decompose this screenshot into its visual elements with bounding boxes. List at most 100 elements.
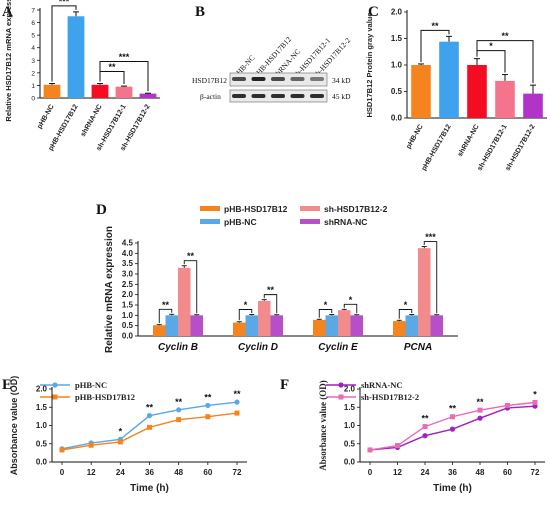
significance-bracket [183, 260, 198, 314]
legend-label: pHB-HSD17B12 [224, 204, 288, 214]
x-tick-label: 12 [393, 468, 402, 477]
significance-label: * [119, 426, 123, 436]
x-tick-label: sh-HSD17B12-2 [505, 123, 537, 172]
y-tick-label: 0.0 [391, 114, 403, 123]
x-tick-label: 36 [145, 468, 154, 477]
x-tick-label: 60 [503, 468, 512, 477]
x-tick-label: 0 [60, 468, 65, 477]
significance-bracket [423, 241, 438, 314]
y-tick-label: 2.0 [122, 290, 134, 299]
y-tick-label: 0.0 [36, 458, 48, 467]
y-tick-label: 3.0 [122, 270, 134, 279]
y-tick-label: 2.5 [122, 280, 134, 289]
y-tick-label: 3.5 [122, 259, 134, 268]
legend-label: pHB-NC [224, 217, 257, 227]
data-point [477, 415, 483, 421]
x-tick-label: 12 [87, 468, 96, 477]
data-point [117, 439, 123, 445]
blot-band [232, 77, 246, 81]
blot-row-label-hsd17b12: HSD17B12 [192, 76, 227, 85]
x-tick-label: 72 [531, 468, 540, 477]
data-point [422, 424, 428, 430]
x-tick-label: 48 [174, 468, 183, 477]
blot-size-actin: 45 kD [332, 92, 351, 101]
y-tick-label: 2 [31, 70, 35, 77]
x-tick-label: shRNA-NC [457, 124, 481, 158]
significance-bracket [420, 29, 450, 62]
bar [153, 325, 166, 336]
y-tick-label: 1.5 [122, 301, 134, 310]
chart-d: 0.0 0.51.01.5 2.02.53.0 3.54.04.5 Cyclin B Cy… [104, 226, 458, 353]
y-tick-label: 4.5 [122, 239, 134, 248]
significance-bracket [158, 308, 173, 324]
data-point [234, 410, 240, 416]
blot-band [271, 94, 285, 98]
data-point [450, 414, 455, 420]
data-point [88, 442, 94, 448]
significance-bracket [476, 40, 534, 84]
y-tick-label: 1.5 [391, 34, 403, 43]
blot-band [232, 94, 246, 98]
x-tick-label: 72 [233, 468, 242, 477]
significance-bracket [99, 61, 149, 92]
legend-label: shRNA-NC [361, 380, 403, 390]
data-point [449, 426, 456, 432]
significance-label: * [404, 300, 408, 310]
significance-bracket [99, 71, 125, 85]
significance-bracket [51, 5, 77, 82]
y-tick-label: 1.0 [36, 421, 48, 430]
legend-label: shRNA-NC [324, 217, 367, 227]
significance-label: ** [431, 21, 439, 31]
chart-f: 0.0 0.5 1.0 1.5 2.0 0 12 24 36 48 60 72 Time (h) Abso… [318, 380, 545, 494]
data-point [505, 402, 510, 408]
bar [165, 315, 178, 336]
legend-label: sh-HSD17B12-2 [361, 392, 419, 402]
bar [467, 65, 487, 118]
y-tick-label: 0 [31, 96, 35, 103]
x-tick-label: 36 [448, 468, 457, 477]
x-tick-label: Cyclin D [238, 342, 278, 353]
legend-marker [52, 394, 58, 400]
significance-label: *** [425, 232, 436, 242]
data-point [147, 424, 152, 430]
significance-bracket [343, 303, 358, 314]
x-tick-label: pHB-HSD17B12 [421, 123, 453, 172]
data-point [477, 407, 483, 413]
legend-swatch [300, 219, 320, 224]
chart-e: 0.0 0.5 1.0 1.5 2.0 0 12 24 36 48 60 72 Time (h) Abso… [9, 376, 247, 494]
legend-d: pHB-HSD17B12 pHB-NC sh-HSD17B12-2 shRNA-… [200, 204, 388, 227]
y-tick-label: 5 [31, 33, 35, 40]
bar [258, 300, 271, 336]
y-tick-label: 2.0 [36, 385, 48, 394]
bar [495, 80, 515, 118]
y-tick-label: 7 [31, 8, 35, 15]
panel-label-a: A [2, 4, 13, 20]
significance-label: * [324, 300, 328, 310]
data-point [532, 400, 538, 406]
y-tick-label: 0.5 [391, 87, 403, 96]
x-tick-label: pHB-NC [36, 104, 55, 131]
bar [139, 93, 157, 98]
y-tick-label: 2.0 [344, 385, 356, 394]
y-tick-label: 4.0 [122, 249, 134, 258]
bar [67, 16, 85, 99]
significance-label: ** [421, 414, 429, 424]
bar [418, 248, 431, 336]
blot-band [310, 94, 324, 98]
bar [430, 315, 443, 336]
legend-label: pHB-NC [75, 380, 107, 390]
western-blot-panel: pHB-NC pHB-HSD17B12 shRNA-NC sh-HSD17B12… [192, 35, 352, 103]
bar [115, 86, 133, 98]
significance-label: ** [204, 392, 212, 402]
x-tick-label: sh-HSD17B12-1 [477, 123, 509, 172]
data-point [422, 433, 428, 439]
panel-label-d: D [96, 202, 107, 218]
blot-band [290, 94, 305, 98]
y-tick-label: 4 [31, 45, 35, 52]
x-tick-label: Cyclin B [158, 342, 198, 353]
significance-label: ** [476, 397, 484, 407]
significance-bracket [263, 294, 278, 314]
significance-label: * [533, 390, 537, 400]
